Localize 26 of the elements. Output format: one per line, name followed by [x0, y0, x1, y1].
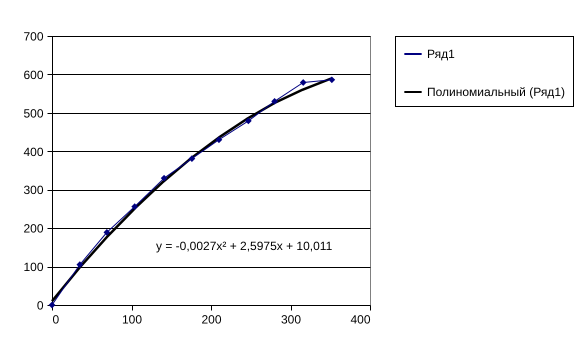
annotation: y = -0,0027x² + 2,5975x + 10,011	[156, 239, 333, 253]
x-tick-label: 0	[52, 312, 60, 326]
y-tick-label: 100	[23, 260, 44, 274]
y-tick-label: 700	[23, 30, 44, 44]
point	[328, 76, 336, 84]
point	[160, 174, 168, 182]
y-tick-label: 300	[23, 183, 44, 198]
x-tick-label: 100	[122, 312, 142, 326]
point	[245, 118, 252, 124]
y-tick-label: 500	[23, 106, 44, 120]
x-tick-label: 300	[280, 312, 302, 326]
point	[216, 136, 222, 144]
y-tick-label: 600	[23, 68, 44, 82]
point	[76, 261, 84, 268]
legend-label: Ряд1	[427, 47, 456, 61]
y-tick-label: 400	[23, 144, 44, 159]
point	[300, 79, 307, 86]
y-tick-label: 200	[23, 222, 44, 236]
x-tick-label: 400	[350, 312, 371, 326]
legend-label: Полиномиальный (Ряд1)	[427, 85, 565, 99]
point	[104, 229, 110, 236]
point	[131, 203, 138, 210]
y-tick-label: 0	[36, 298, 44, 312]
point	[188, 155, 196, 162]
point	[271, 98, 278, 105]
x-tick-label: 200	[201, 312, 222, 326]
